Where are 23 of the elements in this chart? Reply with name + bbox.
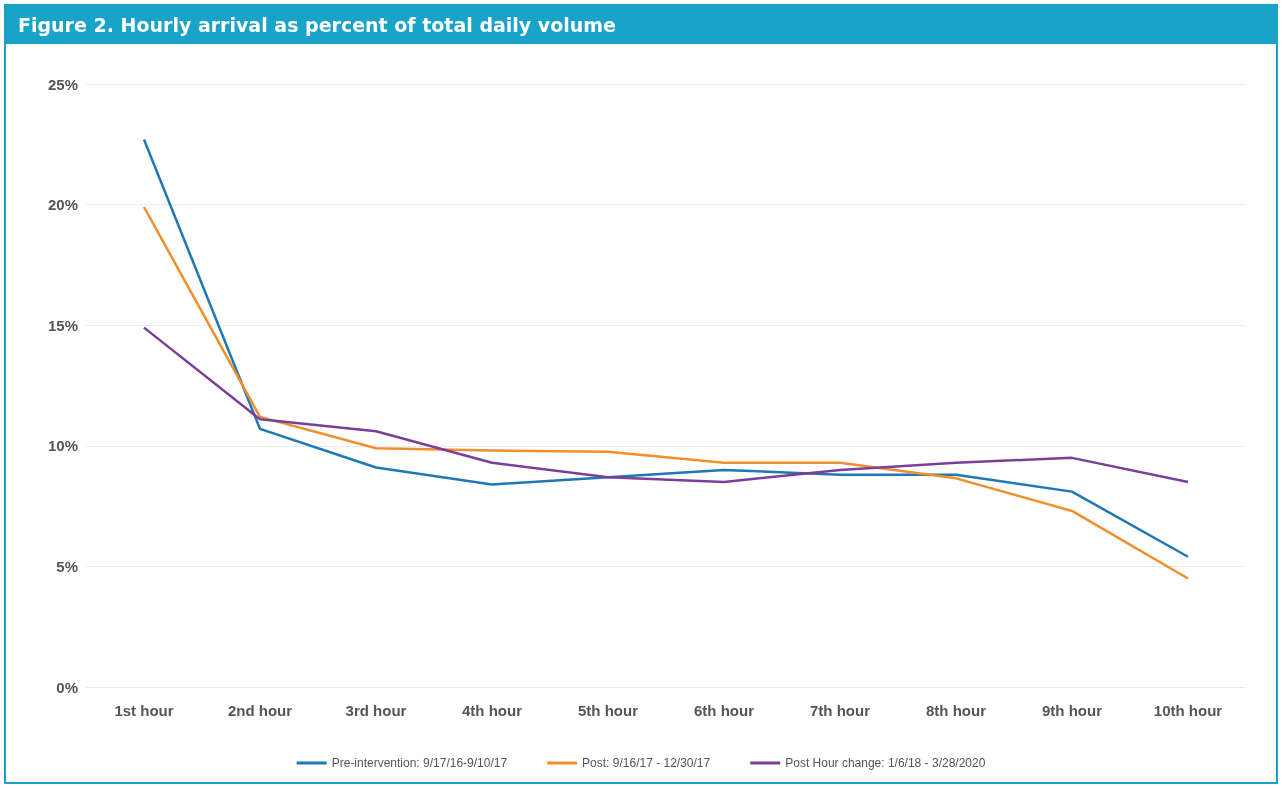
legend-label: Post: 9/16/17 - 12/30/17 bbox=[582, 756, 711, 770]
y-tick-label: 15% bbox=[47, 316, 78, 334]
x-tick-label: 10th hour bbox=[1153, 702, 1223, 719]
chart-title: Figure 2. Hourly arrival as percent of total daily volume bbox=[6, 6, 1276, 44]
x-tick-label: 7th hour bbox=[810, 702, 871, 719]
y-tick-label: 5% bbox=[56, 557, 78, 575]
x-tick-label: 9th hour bbox=[1042, 702, 1103, 719]
x-tick-label: 6th hour bbox=[694, 702, 755, 719]
x-tick-label: 5th hour bbox=[578, 702, 639, 719]
line-series bbox=[142, 205, 1190, 580]
x-tick-label: 4th hour bbox=[462, 702, 523, 719]
y-tick-label: 0% bbox=[56, 678, 78, 696]
x-tick-label: 8th hour bbox=[926, 702, 987, 719]
y-tick-label: 20% bbox=[47, 196, 78, 214]
line-series bbox=[142, 138, 1190, 558]
y-tick-label: 10% bbox=[47, 437, 78, 455]
legend-label: Pre-intervention: 9/17/16-9/10/17 bbox=[331, 756, 508, 770]
x-tick-label: 1st hour bbox=[114, 702, 174, 719]
line-series bbox=[142, 326, 1190, 484]
x-tick-label: 2nd hour bbox=[227, 702, 293, 719]
y-tick-label: 25% bbox=[47, 75, 78, 93]
legend-label: Post Hour change: 1/6/18 - 3/28/2020 bbox=[785, 756, 986, 770]
x-tick-label: 3rd hour bbox=[345, 702, 407, 719]
